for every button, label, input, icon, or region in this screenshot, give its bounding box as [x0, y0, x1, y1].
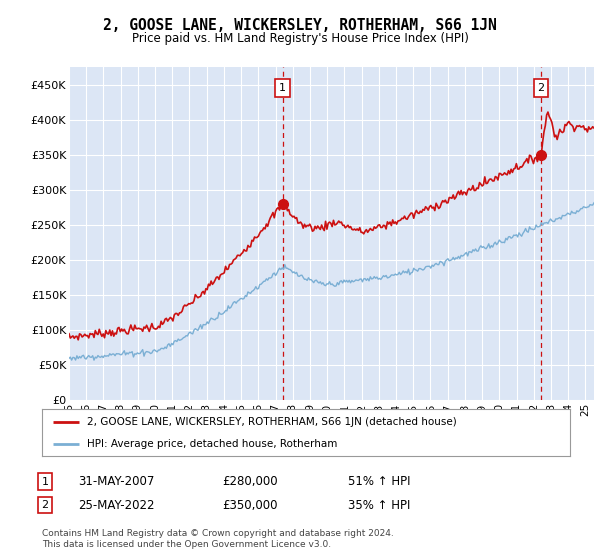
Text: 35% ↑ HPI: 35% ↑ HPI — [348, 498, 410, 512]
Text: 2: 2 — [538, 83, 545, 94]
Text: 1: 1 — [279, 83, 286, 94]
Text: 2, GOOSE LANE, WICKERSLEY, ROTHERHAM, S66 1JN: 2, GOOSE LANE, WICKERSLEY, ROTHERHAM, S6… — [103, 18, 497, 33]
Text: Contains HM Land Registry data © Crown copyright and database right 2024.: Contains HM Land Registry data © Crown c… — [42, 529, 394, 538]
Text: 31-MAY-2007: 31-MAY-2007 — [78, 475, 154, 488]
Text: 2, GOOSE LANE, WICKERSLEY, ROTHERHAM, S66 1JN (detached house): 2, GOOSE LANE, WICKERSLEY, ROTHERHAM, S6… — [87, 417, 457, 427]
Text: This data is licensed under the Open Government Licence v3.0.: This data is licensed under the Open Gov… — [42, 540, 331, 549]
Text: 2: 2 — [41, 500, 49, 510]
Text: Price paid vs. HM Land Registry's House Price Index (HPI): Price paid vs. HM Land Registry's House … — [131, 32, 469, 45]
Text: £350,000: £350,000 — [222, 498, 277, 512]
Text: 51% ↑ HPI: 51% ↑ HPI — [348, 475, 410, 488]
Text: 25-MAY-2022: 25-MAY-2022 — [78, 498, 155, 512]
Text: £280,000: £280,000 — [222, 475, 278, 488]
Text: HPI: Average price, detached house, Rotherham: HPI: Average price, detached house, Roth… — [87, 438, 337, 449]
Text: 1: 1 — [41, 477, 49, 487]
